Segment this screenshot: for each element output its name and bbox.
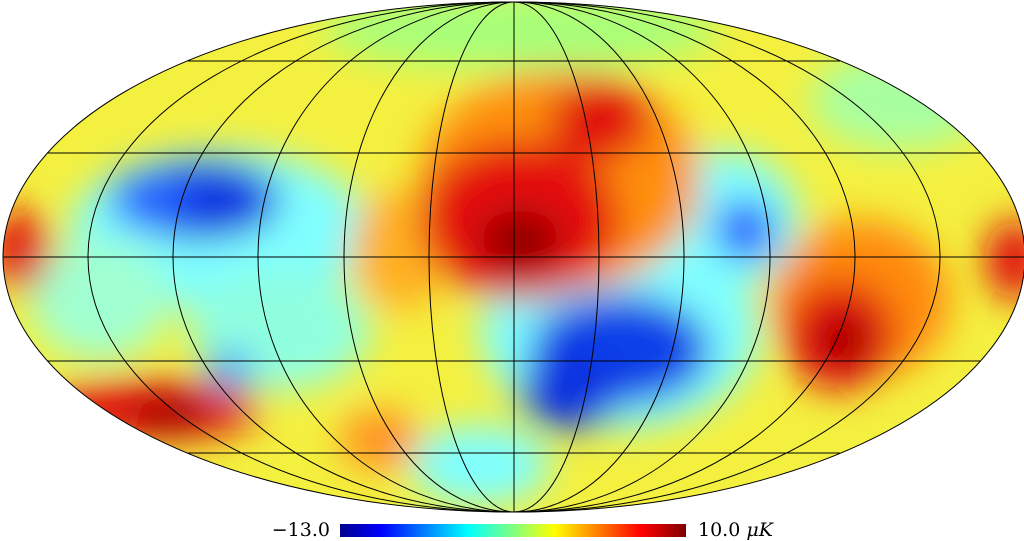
colorbar-unit: μK xyxy=(746,519,774,541)
colorbar-min-label: −13.0 xyxy=(272,519,330,541)
colorbar xyxy=(340,524,686,537)
colorbar-max-value: 10.0 xyxy=(698,519,740,541)
colorbar-max-label: 10.0 μK xyxy=(698,519,775,541)
sky-map xyxy=(3,2,1024,512)
graticule xyxy=(2,1,1024,513)
